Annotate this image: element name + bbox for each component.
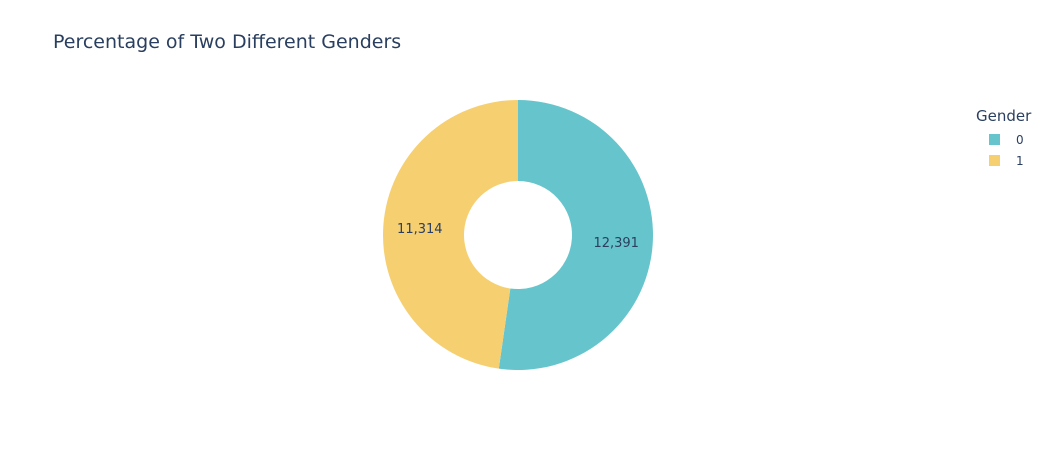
legend-swatch-1 (989, 155, 1000, 166)
legend-title: Gender (976, 107, 1032, 125)
legend-item-0[interactable]: 0 (989, 129, 1031, 150)
donut-slice-1[interactable] (383, 100, 518, 369)
donut-slices (383, 100, 654, 370)
donut-slice-0[interactable] (498, 100, 654, 370)
legend-label-1: 1 (1016, 153, 1024, 168)
slice-value-label-1: 11,314 (397, 222, 443, 237)
slice-value-label-0: 12,391 (593, 236, 639, 251)
legend-item-1[interactable]: 1 (989, 150, 1031, 171)
legend: Gender 0 1 (976, 107, 1031, 171)
legend-label-0: 0 (1016, 132, 1024, 147)
legend-swatch-0 (989, 134, 1000, 145)
chart-title: Percentage of Two Different Genders (53, 31, 402, 53)
donut-labels: 12,391 11,314 (397, 222, 639, 251)
